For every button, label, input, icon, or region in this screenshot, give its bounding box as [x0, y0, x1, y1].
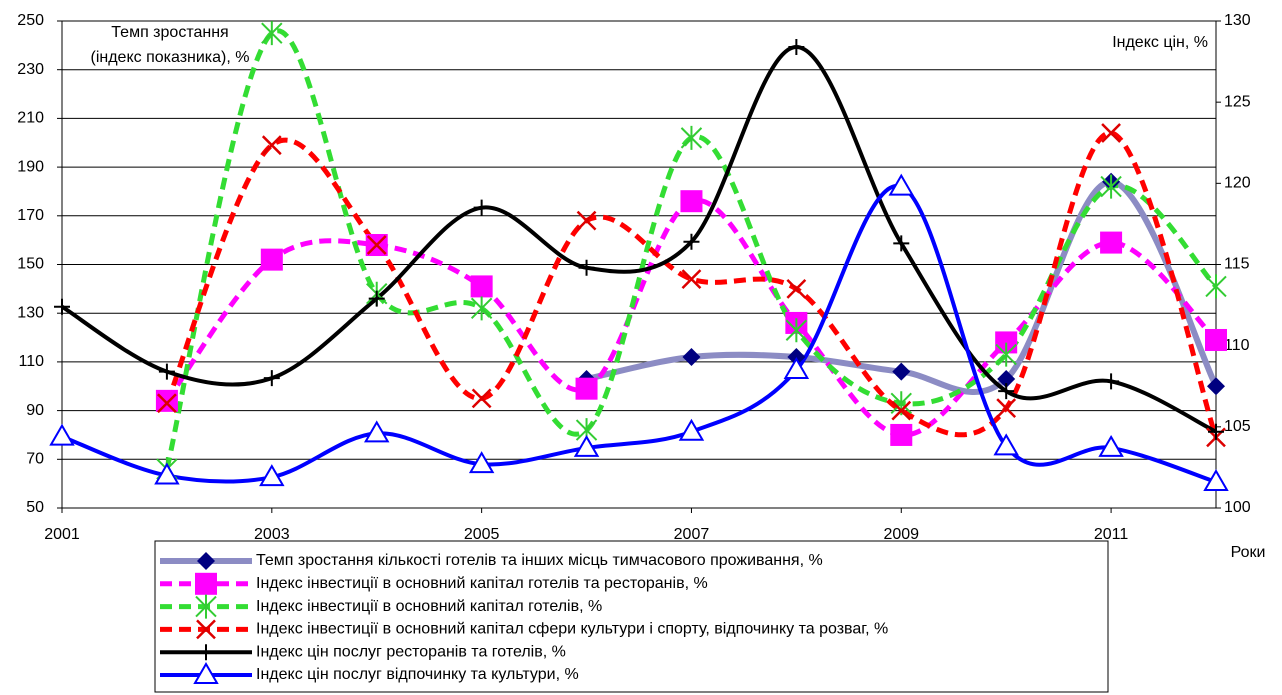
y2-tick-label: 120	[1224, 175, 1251, 192]
marker	[154, 462, 180, 485]
legend-label: Індекс цін послуг ресторанів та готелів,…	[256, 643, 566, 660]
y-tick-label: 130	[17, 304, 44, 321]
y-tick-label: 170	[17, 207, 44, 224]
marker	[888, 173, 915, 196]
marker	[1203, 469, 1229, 492]
y-axis-title: Темп зростання	[111, 24, 228, 41]
x-tick-label: 2007	[674, 526, 710, 543]
y-tick-label: 250	[17, 12, 44, 29]
marker	[1100, 174, 1122, 199]
marker	[1205, 274, 1227, 299]
marker	[892, 362, 911, 381]
marker	[368, 290, 385, 307]
y-tick-label: 230	[17, 61, 44, 78]
series-line	[61, 184, 1217, 484]
marker	[261, 135, 282, 156]
y2-tick-label: 125	[1224, 93, 1251, 110]
marker	[363, 420, 390, 443]
marker	[1101, 123, 1121, 143]
legend-marker	[197, 552, 215, 570]
y2-tick-label: 100	[1224, 499, 1251, 516]
legend-label: Індекс інвестиції в основний капітал гот…	[256, 598, 602, 615]
series-line	[164, 130, 1219, 439]
marker	[366, 235, 387, 255]
legend-marker	[198, 644, 214, 661]
x-axis-title: Роки	[1231, 544, 1266, 561]
marker	[783, 357, 810, 380]
marker	[993, 433, 1019, 456]
marker	[573, 434, 600, 457]
marker	[678, 418, 705, 441]
marker	[575, 377, 598, 400]
marker	[682, 348, 701, 367]
legend-label: Індекс інвестиції в основний капітал сфе…	[256, 621, 888, 638]
marker	[158, 363, 175, 380]
legend-label: Темп зростання кількості готелів та інши…	[256, 552, 823, 569]
marker	[473, 199, 490, 216]
y-tick-label: 50	[26, 499, 44, 516]
marker	[468, 451, 495, 474]
x-tick-label: 2003	[254, 526, 290, 543]
marker	[1098, 434, 1124, 457]
marker	[681, 269, 702, 289]
x-tick-label: 2001	[44, 526, 80, 543]
marker	[785, 318, 808, 343]
marker	[578, 259, 595, 276]
y-tick-label: 90	[26, 402, 44, 419]
marker	[998, 383, 1015, 400]
marker	[261, 21, 283, 46]
marker	[1208, 423, 1224, 440]
x-tick-label: 2011	[1094, 526, 1129, 543]
y2-tick-label: 110	[1224, 337, 1250, 354]
marker	[1100, 231, 1123, 254]
y-tick-label: 190	[17, 158, 44, 175]
marker	[680, 190, 703, 213]
legend-marker	[195, 594, 217, 619]
x-tick-label: 2005	[464, 526, 500, 543]
marker	[259, 464, 285, 487]
marker	[1103, 373, 1120, 390]
series-line	[164, 28, 1218, 470]
legend-marker	[196, 619, 216, 640]
legend-marker	[195, 572, 217, 595]
marker	[471, 388, 492, 409]
marker	[893, 235, 910, 252]
marker	[996, 398, 1017, 419]
y-tick-label: 150	[17, 256, 44, 273]
y-tick-label: 110	[18, 353, 44, 370]
y2-axis-title: Індекс цін, %	[1112, 34, 1208, 51]
y2-tick-label: 130	[1224, 12, 1251, 29]
marker	[1205, 328, 1227, 351]
x-tick-label: 2009	[883, 526, 919, 543]
marker	[680, 125, 703, 150]
marker	[157, 393, 177, 414]
marker	[470, 296, 493, 321]
legend	[154, 540, 1109, 693]
marker	[49, 423, 75, 446]
marker	[786, 278, 807, 299]
marker	[997, 369, 1016, 388]
marker	[155, 389, 178, 412]
marker	[891, 400, 912, 421]
marker	[263, 370, 280, 387]
marker	[260, 248, 283, 271]
marker	[1207, 377, 1225, 396]
legend-label: Індекс цін послуг відпочинку та культури…	[256, 666, 579, 683]
legend-marker	[193, 662, 219, 684]
legend-label: Індекс інвестиції в основний капітал гот…	[256, 575, 708, 592]
marker	[470, 275, 493, 298]
marker	[995, 342, 1017, 367]
series-line	[585, 178, 1219, 395]
y2-tick-label: 105	[1224, 418, 1251, 435]
y-tick-label: 210	[17, 110, 44, 127]
y-axis-title: (індекс показника), %	[90, 49, 249, 66]
marker	[683, 233, 700, 250]
y-tick-label: 70	[26, 451, 44, 468]
marker	[576, 210, 597, 231]
marker	[54, 298, 70, 315]
marker	[788, 38, 805, 55]
y2-tick-label: 115	[1224, 256, 1250, 273]
marker	[890, 423, 913, 446]
